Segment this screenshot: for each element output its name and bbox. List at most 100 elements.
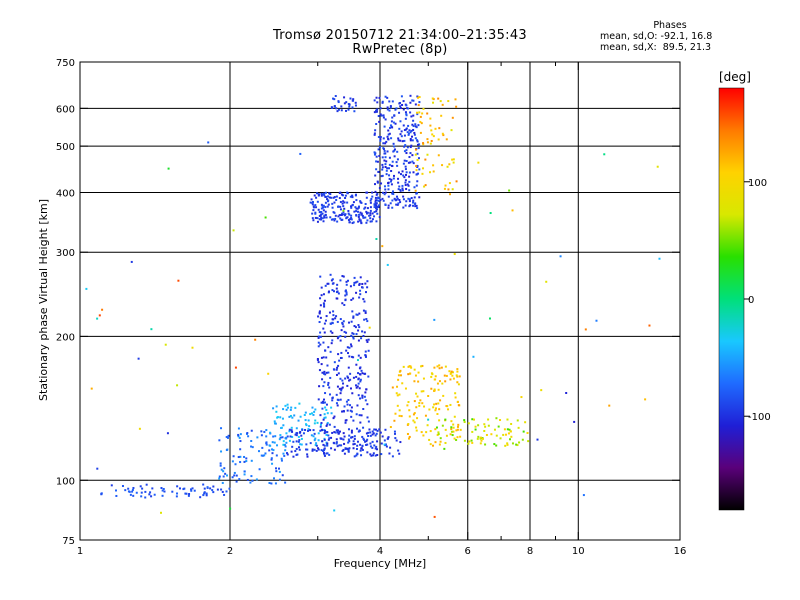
data-point bbox=[399, 201, 402, 204]
data-point bbox=[386, 437, 389, 440]
data-point bbox=[373, 153, 376, 156]
phase-stats-o: mean, sd,O: -92.1, 16.8 bbox=[600, 31, 713, 42]
data-point bbox=[329, 330, 332, 333]
data-point bbox=[405, 160, 408, 163]
data-point bbox=[386, 106, 389, 109]
data-point bbox=[322, 418, 325, 421]
data-point bbox=[291, 445, 294, 448]
data-point bbox=[347, 449, 350, 452]
data-point bbox=[511, 209, 514, 212]
data-point bbox=[429, 142, 432, 145]
data-point bbox=[318, 311, 321, 314]
data-point bbox=[417, 380, 420, 383]
data-point bbox=[412, 162, 415, 165]
data-point bbox=[422, 377, 425, 380]
data-point bbox=[409, 146, 412, 149]
data-point bbox=[446, 405, 449, 408]
data-point bbox=[356, 427, 359, 430]
data-point bbox=[398, 127, 401, 130]
data-point bbox=[357, 378, 360, 381]
data-point bbox=[408, 175, 411, 178]
data-point bbox=[433, 403, 436, 406]
data-point bbox=[350, 216, 353, 219]
data-point bbox=[403, 134, 406, 137]
data-point bbox=[378, 96, 381, 99]
data-point bbox=[421, 364, 424, 367]
data-point bbox=[366, 340, 369, 343]
data-point bbox=[319, 425, 322, 428]
data-point bbox=[279, 434, 282, 437]
data-point bbox=[132, 486, 135, 489]
data-point bbox=[471, 418, 474, 421]
data-point bbox=[455, 438, 458, 441]
data-point bbox=[379, 113, 382, 116]
data-point bbox=[356, 440, 359, 443]
data-point bbox=[216, 488, 219, 491]
data-point bbox=[449, 193, 452, 196]
data-point bbox=[338, 430, 341, 433]
data-point bbox=[489, 212, 492, 215]
data-point bbox=[365, 339, 368, 342]
data-point bbox=[341, 302, 344, 305]
data-point bbox=[379, 199, 382, 202]
data-point bbox=[220, 427, 223, 430]
data-point bbox=[334, 217, 337, 220]
data-point bbox=[441, 164, 444, 167]
data-point bbox=[350, 415, 353, 418]
data-point bbox=[314, 204, 317, 207]
data-point bbox=[401, 170, 404, 173]
data-point bbox=[315, 449, 318, 452]
data-point bbox=[458, 375, 461, 378]
data-point bbox=[226, 474, 229, 477]
data-point bbox=[341, 386, 344, 389]
data-point bbox=[371, 195, 374, 198]
data-point bbox=[438, 419, 441, 422]
data-point bbox=[407, 422, 410, 425]
data-point bbox=[307, 428, 310, 431]
data-point bbox=[280, 426, 283, 429]
x-tick-label: 8 bbox=[527, 546, 533, 557]
data-point bbox=[316, 447, 319, 450]
data-point bbox=[223, 467, 226, 470]
data-point bbox=[284, 404, 287, 407]
data-point bbox=[161, 494, 164, 497]
data-point bbox=[518, 441, 521, 444]
data-point bbox=[311, 203, 314, 206]
data-point bbox=[385, 140, 388, 143]
data-point bbox=[415, 406, 418, 409]
data-point bbox=[378, 154, 381, 157]
data-point bbox=[320, 449, 323, 452]
data-point bbox=[383, 125, 386, 128]
data-point bbox=[250, 445, 253, 448]
data-point bbox=[357, 206, 360, 209]
data-point bbox=[356, 280, 359, 283]
data-point bbox=[450, 420, 453, 423]
data-point bbox=[392, 121, 395, 124]
data-point bbox=[349, 343, 352, 346]
data-point bbox=[327, 383, 330, 386]
data-point bbox=[428, 408, 431, 411]
x-tick-label: 2 bbox=[227, 546, 233, 557]
data-point bbox=[346, 403, 349, 406]
data-point bbox=[438, 127, 441, 130]
data-point bbox=[456, 381, 459, 384]
data-point bbox=[413, 380, 416, 383]
data-point bbox=[263, 454, 266, 457]
data-point bbox=[140, 495, 143, 498]
data-point bbox=[340, 193, 343, 196]
data-point bbox=[369, 206, 372, 209]
data-point bbox=[127, 487, 130, 490]
data-point bbox=[409, 152, 412, 155]
data-point bbox=[385, 160, 388, 163]
data-point bbox=[418, 101, 421, 104]
data-point bbox=[335, 441, 338, 444]
data-point bbox=[382, 191, 385, 194]
data-point bbox=[267, 372, 270, 375]
data-point bbox=[375, 210, 378, 213]
data-point bbox=[364, 354, 367, 357]
data-point bbox=[377, 136, 380, 139]
data-point bbox=[455, 374, 458, 377]
data-point bbox=[434, 428, 437, 431]
data-point bbox=[292, 440, 295, 443]
data-point bbox=[386, 263, 389, 266]
